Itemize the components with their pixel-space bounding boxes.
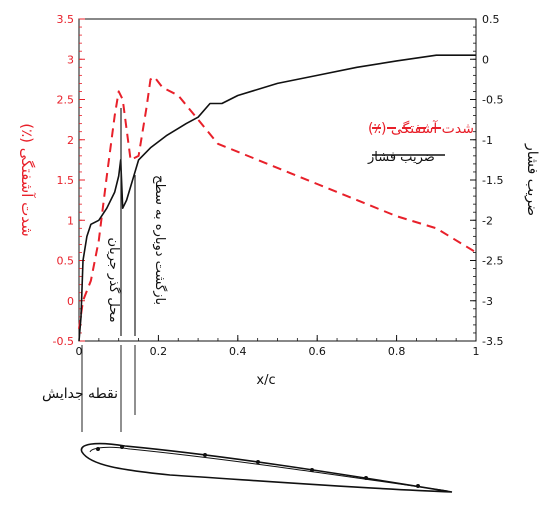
left-tick-label: 3 [67, 53, 74, 66]
airfoil-marker [310, 468, 314, 472]
series-layer [78, 54, 477, 342]
right-tick-label: -2 [482, 214, 493, 227]
legend-label-pressure: ضریب فشار [367, 150, 435, 165]
right-tick-label: 0.5 [482, 13, 500, 26]
left-tick-label: 2 [67, 134, 74, 147]
transition-annotation: محل گذر جریان [106, 237, 122, 322]
left-tick-label: -0.5 [53, 335, 74, 348]
right-tick-label: -1 [482, 134, 493, 147]
legend-label-turbulence: شدت آشفتگی (٪) [368, 120, 474, 137]
x-tick-label: 1 [473, 345, 480, 358]
airfoil-illustration [80, 442, 453, 493]
plot-frame [78, 18, 477, 342]
right-tick-label: -2.5 [482, 255, 503, 268]
left-tick-label: 1 [67, 214, 74, 227]
left-tick-label: 3.5 [57, 13, 75, 26]
separation-annotation: نقطه جدایش [42, 386, 118, 402]
right-tick-label: 0 [482, 53, 489, 66]
x-axis: 0 0.2 0.4 0.6 0.8 1 [76, 335, 480, 358]
reattachment-annotation: بازگشت دوباره به سطح [152, 175, 168, 305]
airfoil-marker [364, 476, 368, 480]
left-axis: -0.5 0 0.5 1 1.5 2 2.5 3 3.5 [53, 13, 85, 348]
left-tick-label: 2.5 [57, 94, 75, 107]
airfoil-marker [256, 460, 260, 464]
legend: شدت آشفتگی (٪) ضریب فشار [367, 120, 474, 165]
right-tick-label: -0.5 [482, 94, 503, 107]
right-tick-label: -1.5 [482, 174, 503, 187]
series-pressure-line [78, 54, 476, 342]
airfoil-outline [80, 442, 453, 493]
airfoil-marker [203, 453, 207, 457]
right-axis: -3.5 -3 -2.5 -2 -1.5 -1 -0.5 0 0.5 [470, 13, 503, 348]
airfoil-marker [120, 445, 124, 449]
right-tick-label: -3.5 [482, 335, 503, 348]
airfoil-inner-contour [89, 446, 449, 492]
x-tick-label: 0 [76, 345, 83, 358]
x-axis-title: x/c [256, 373, 275, 388]
airfoil-marker [96, 447, 100, 451]
left-tick-label: 0 [67, 295, 74, 308]
series-turbulence-line [78, 76, 477, 330]
left-axis-title: شدت آشفتگی (٪) [18, 123, 36, 237]
x-tick-label: 0.8 [388, 345, 406, 358]
right-axis-title: ضریب فشار [524, 143, 540, 216]
x-tick-label: 0.6 [308, 345, 326, 358]
x-tick-label: 0.2 [150, 345, 168, 358]
airfoil-marker [416, 484, 420, 488]
left-tick-label: 1.5 [57, 174, 75, 187]
left-tick-label: 0.5 [57, 255, 75, 268]
x-tick-label: 0.4 [229, 345, 247, 358]
right-tick-label: -3 [482, 295, 493, 308]
